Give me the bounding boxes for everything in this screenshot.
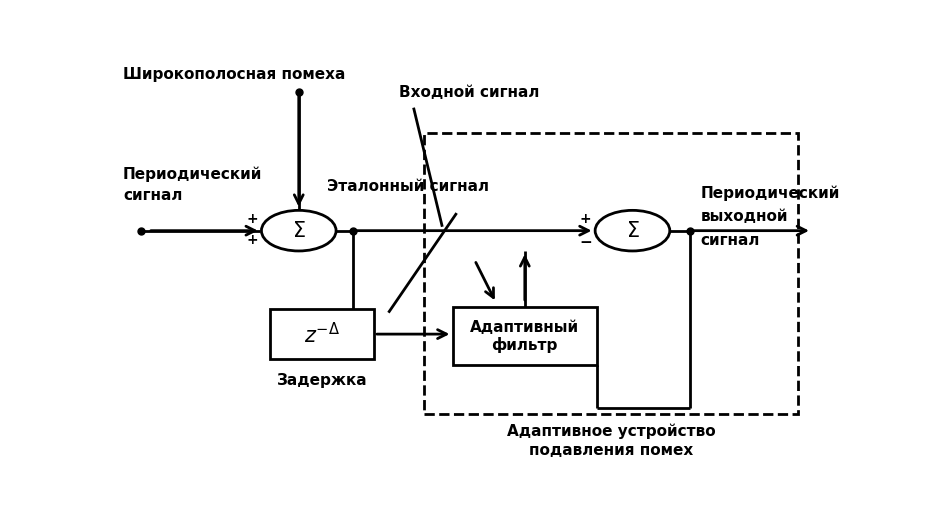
Text: фильтр: фильтр (492, 337, 558, 353)
Text: подавления помех: подавления помех (529, 444, 693, 458)
Text: Периодический: Периодический (701, 186, 840, 201)
Text: Входной сигнал: Входной сигнал (399, 85, 540, 100)
Text: выходной: выходной (701, 209, 788, 225)
Bar (453, 307, 596, 366)
Text: Эталонный сигнал: Эталонный сигнал (328, 178, 490, 194)
Text: $\Sigma$: $\Sigma$ (626, 221, 639, 241)
Text: $\Sigma$: $\Sigma$ (292, 221, 306, 241)
Bar (424, 133, 797, 414)
Text: Широкополосная помеха: Широкополосная помеха (123, 67, 345, 82)
Text: сигнал: сигнал (123, 188, 182, 203)
Text: сигнал: сигнал (701, 233, 760, 248)
Text: −: − (580, 235, 593, 250)
Bar (270, 309, 374, 359)
Text: Задержка: Задержка (277, 373, 368, 388)
Text: +: + (246, 212, 258, 226)
Text: +: + (580, 212, 592, 226)
Text: Периодический: Периодический (123, 166, 262, 182)
Text: Адаптивное устройство: Адаптивное устройство (507, 424, 715, 440)
Text: Адаптивный: Адаптивный (470, 320, 580, 335)
Text: $z^{-\Delta}$: $z^{-\Delta}$ (304, 321, 340, 347)
Text: +: + (246, 233, 258, 247)
